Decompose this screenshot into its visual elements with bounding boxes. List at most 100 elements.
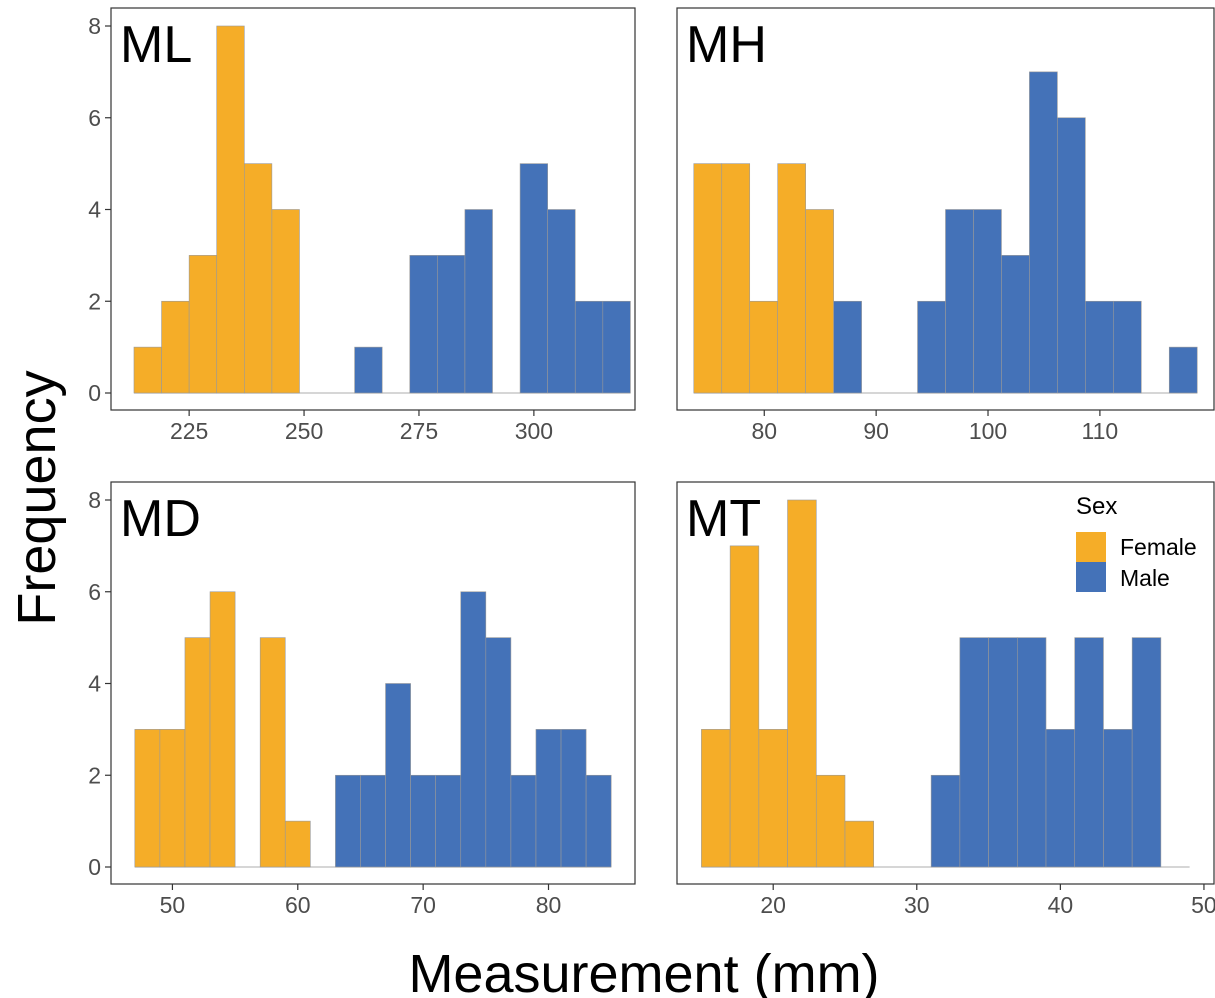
panel-label-md: MD — [120, 490, 201, 548]
panel-ml: ML 225 250 275 300 0 2 4 6 8 — [88, 7, 636, 444]
bar-ml-female-231 — [216, 25, 245, 394]
bar-md-female-49 — [159, 729, 186, 868]
x-tick-label-mh-110: 110 — [1082, 418, 1119, 444]
bar-mh-male-111.2 — [1113, 300, 1142, 394]
bar-ml-male-297 — [519, 163, 548, 394]
bar-md-male-69 — [410, 774, 436, 868]
bar-ml-female-243 — [271, 209, 300, 394]
bar-mt-male-35 — [988, 637, 1018, 868]
legend-male-label: Male — [1120, 565, 1170, 591]
bar-mh-female-73.7 — [693, 163, 723, 394]
panel-label-ml: ML — [120, 16, 192, 74]
panel-mh: MH 80 90 100 110 — [676, 7, 1215, 444]
x-tick-label-mt-50: 50 — [1191, 892, 1215, 918]
y-tick-label-ml-2: 2 — [88, 288, 101, 314]
bar-md-male-77 — [510, 774, 537, 868]
bar-mh-male-93.7 — [917, 300, 946, 394]
x-tick-label-ml-300: 300 — [515, 418, 553, 444]
y-tick-label-md-0: 0 — [88, 854, 101, 880]
x-tick-label-mt-30: 30 — [904, 892, 930, 918]
bar-md-female-47 — [134, 729, 161, 868]
bar-md-male-65 — [360, 774, 386, 868]
x-tick-label-ml-250: 250 — [285, 418, 323, 444]
bar-mt-female-21 — [787, 499, 817, 868]
legend-female-swatch — [1076, 532, 1106, 562]
panel-label-mh: MH — [686, 16, 767, 74]
x-tick-label-mh-80: 80 — [751, 418, 777, 444]
bar-mt-male-31 — [930, 774, 961, 868]
y-tick-label-md-2: 2 — [88, 762, 101, 788]
bar-mh-male-96.2 — [945, 209, 974, 394]
bar-mt-male-45 — [1131, 637, 1162, 868]
bar-mh-male-101.2 — [1001, 255, 1030, 394]
bar-ml-male-309 — [574, 300, 604, 394]
y-tick-label-ml-8: 8 — [88, 13, 101, 39]
bar-mt-male-39 — [1045, 729, 1076, 868]
x-axis-title: Measurement (mm) — [408, 944, 879, 998]
bar-md-male-67 — [385, 683, 411, 868]
bar-md-female-59 — [284, 820, 311, 868]
bar-ml-male-285 — [464, 209, 493, 394]
panel-border-mt — [676, 481, 1215, 885]
y-tick-label-md-4: 4 — [88, 671, 101, 697]
bar-ml-female-237 — [243, 163, 273, 394]
bar-ml-male-261 — [354, 346, 383, 394]
x-tick-label-md-70: 70 — [410, 892, 436, 918]
bar-md-female-57 — [259, 637, 286, 868]
bar-md-male-73 — [460, 591, 487, 868]
bar-ml-male-279 — [437, 255, 466, 394]
bar-mt-female-23 — [815, 774, 846, 868]
panel-mt: MT 20 30 40 50 — [676, 481, 1215, 918]
panel-border-mh — [676, 7, 1215, 411]
bar-mh-female-78.7 — [749, 300, 778, 394]
legend: Sex Female Male — [1076, 493, 1197, 592]
x-tick-label-md-60: 60 — [285, 892, 311, 918]
bar-md-male-79 — [535, 729, 562, 868]
bar-mh-male-98.7 — [973, 209, 1002, 394]
panel-label-mt: MT — [686, 490, 761, 548]
bar-ml-female-219 — [161, 300, 190, 394]
bar-mt-female-17 — [729, 545, 760, 868]
bar-mt-male-41 — [1074, 637, 1104, 868]
bar-mt-male-37 — [1016, 637, 1047, 868]
bar-mh-male-86.2 — [833, 300, 862, 394]
bar-mt-male-43 — [1103, 729, 1133, 868]
x-tick-label-mh-90: 90 — [863, 418, 889, 444]
x-tick-label-mh-100: 100 — [969, 418, 1007, 444]
bar-md-female-53 — [209, 591, 236, 868]
bar-ml-female-225 — [188, 255, 218, 394]
bar-mt-female-15 — [701, 729, 731, 868]
x-tick-label-ml-275: 275 — [400, 418, 438, 444]
x-tick-label-md-50: 50 — [160, 892, 186, 918]
panel-md: MD 50 60 70 80 0 2 4 6 8 — [88, 481, 636, 918]
bar-md-male-83 — [585, 774, 612, 868]
bar-mt-female-25 — [844, 820, 875, 868]
bar-md-female-51 — [184, 637, 211, 868]
legend-title: Sex — [1076, 493, 1117, 520]
bar-ml-male-315 — [602, 300, 631, 394]
bar-mt-male-33 — [959, 637, 989, 868]
x-tick-label-mt-20: 20 — [760, 892, 786, 918]
bar-mt-female-19 — [758, 729, 788, 868]
y-tick-label-ml-0: 0 — [88, 380, 101, 406]
y-axis-title: Frequency — [7, 370, 67, 625]
y-tick-label-md-8: 8 — [88, 487, 101, 513]
bar-md-male-81 — [560, 729, 587, 868]
bar-ml-female-213 — [133, 346, 162, 394]
legend-male-swatch — [1076, 562, 1106, 592]
bar-mh-male-103.7 — [1029, 71, 1058, 394]
y-tick-label-ml-4: 4 — [88, 197, 101, 223]
bar-mh-male-108.7 — [1085, 300, 1114, 394]
bar-ml-male-303 — [547, 209, 576, 394]
x-tick-label-md-80: 80 — [536, 892, 562, 918]
y-tick-label-md-6: 6 — [88, 579, 101, 605]
bar-mh-female-76.2 — [721, 163, 751, 394]
bar-md-male-75 — [485, 637, 512, 868]
x-tick-label-mt-40: 40 — [1048, 892, 1074, 918]
bar-md-male-63 — [335, 774, 361, 868]
bar-mh-male-106.2 — [1057, 117, 1086, 394]
bar-mh-female-83.7 — [805, 209, 834, 394]
bar-mh-male-116.2 — [1168, 346, 1198, 394]
